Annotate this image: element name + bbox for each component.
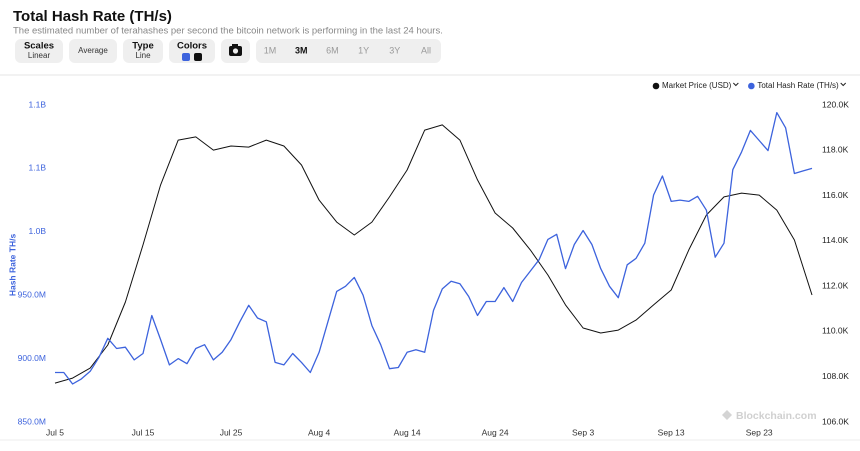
type-label: Type [132, 41, 153, 52]
y2-tick-label: 106.0K [822, 416, 849, 426]
color-swatch [182, 53, 190, 61]
y2-tick-label: 110.0K [822, 326, 849, 336]
colors-label: Colors [177, 41, 207, 52]
watermark-text: Blockchain.com [736, 410, 817, 422]
y-axis-title: Hash Rate TH/s [7, 234, 17, 297]
y-tick-label: 950.0M [18, 289, 46, 299]
scales-value: Linear [28, 51, 51, 60]
watermark: Blockchain.com [722, 410, 817, 422]
legend-label[interactable]: Total Hash Rate (TH/s) [757, 81, 839, 90]
series-line [55, 111, 813, 385]
scales-button[interactable] [15, 39, 63, 63]
series-line [54, 124, 813, 384]
range-buttons: 1M 3M 6M 1Y 3Y All [264, 45, 431, 55]
average-button[interactable] [69, 39, 117, 63]
x-tick-label: Sep 13 [658, 427, 685, 437]
y-tick-label: 1.1B [29, 163, 47, 173]
y2-tick-label: 114.0K [822, 235, 849, 245]
legend-dot [652, 82, 660, 90]
average-label: Average [78, 46, 108, 55]
x-tick-label: Aug 4 [308, 427, 330, 437]
y-tick-label: 900.0M [18, 353, 46, 363]
range-button[interactable]: 6M [326, 45, 339, 55]
legend-dot [748, 82, 755, 90]
x-tick-label: Aug 14 [394, 427, 421, 437]
x-tick-label: Jul 15 [132, 427, 155, 437]
y2-tick-label: 112.0K [822, 280, 849, 290]
range-button[interactable]: 3Y [389, 45, 400, 55]
x-tick-label: Jul 25 [220, 427, 243, 437]
x-tick-label: Sep 23 [746, 427, 773, 437]
legend-label[interactable]: Market Price (USD) [662, 81, 732, 90]
subtitle: The estimated number of terahashes per s… [13, 26, 443, 37]
y2-tick-label: 116.0K [822, 190, 849, 200]
x-tick-label: Aug 24 [482, 427, 509, 437]
type-button[interactable] [123, 39, 163, 63]
legend: Market Price (USD) Total Hash Rate (TH/s) [652, 81, 847, 90]
legend-chevron [840, 82, 847, 87]
color-swatch [194, 53, 202, 61]
range-button[interactable]: All [421, 45, 431, 55]
x-tick-label: Sep 3 [572, 427, 594, 437]
range-button[interactable]: 1M [264, 45, 277, 55]
y2-tick-label: 118.0K [822, 145, 849, 155]
x-tick-label: Jul 5 [46, 427, 64, 437]
type-value: Line [135, 51, 151, 60]
color-swatches [182, 53, 202, 61]
camera-icon [229, 44, 242, 56]
y-tick-label: 1.0B [29, 226, 47, 236]
scales-label: Scales [24, 41, 54, 52]
range-button[interactable]: 1Y [358, 45, 369, 55]
legend-chevron [732, 82, 739, 87]
colors-button[interactable] [169, 39, 215, 63]
range-button[interactable]: 3M [295, 45, 308, 55]
range-group [256, 39, 441, 63]
y-tick-label: 1.1B [29, 99, 47, 109]
y2-tick-label: 108.0K [822, 371, 849, 381]
y-tick-label: 850.0M [18, 416, 46, 426]
y2-tick-label: 120.0K [822, 99, 849, 109]
title: Total Hash Rate (TH/s) [13, 8, 172, 25]
